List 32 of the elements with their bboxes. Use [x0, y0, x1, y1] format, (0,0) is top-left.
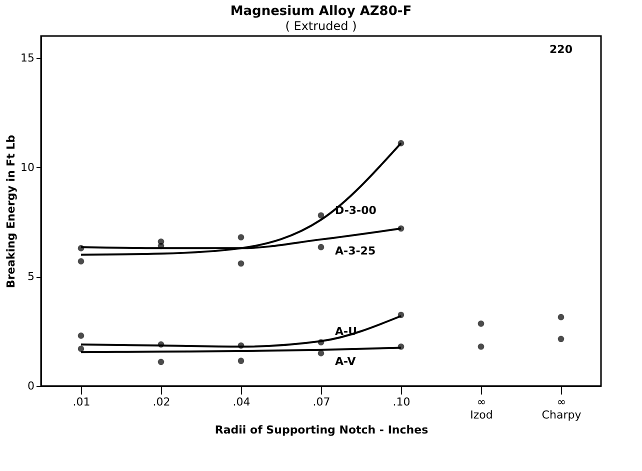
chart-subtitle: ( Extruded )	[285, 19, 357, 33]
series-label: D-3-00	[335, 204, 377, 217]
x-tick-label: .04	[232, 396, 250, 408]
y-tick-label: 5	[28, 270, 34, 284]
point	[238, 260, 244, 267]
x-tick-label: .10	[392, 396, 410, 408]
y-tick-label: 0	[28, 380, 34, 392]
point	[478, 343, 484, 350]
point	[318, 244, 324, 250]
point	[478, 320, 484, 327]
series-label: A-V	[335, 354, 356, 368]
chart-title: Magnesium Alloy AZ80-F	[230, 4, 412, 19]
point	[318, 212, 324, 219]
x-tick-label: ∞ Charpy	[542, 396, 582, 422]
point	[78, 258, 84, 264]
point	[78, 346, 84, 352]
x-tick-label: .07	[312, 396, 330, 408]
point	[238, 358, 244, 364]
point	[558, 336, 564, 342]
y-tick-label: 10	[20, 160, 34, 174]
point	[238, 234, 244, 240]
x-axis-title: Radii of Supporting Notch - Inches	[214, 424, 429, 436]
y-axis-title: Breaking Energy in Ft Lb	[4, 134, 18, 288]
point	[158, 358, 164, 366]
x-tick-label: .02	[152, 396, 170, 408]
series-label: A-3-25	[335, 244, 376, 258]
y-tick-label: 15	[20, 51, 34, 64]
annotation: 220	[550, 43, 573, 56]
x-tick-label: ∞ Izod	[470, 396, 493, 422]
point	[558, 314, 564, 320]
point	[78, 332, 84, 339]
x-tick-label: .01	[72, 396, 90, 408]
